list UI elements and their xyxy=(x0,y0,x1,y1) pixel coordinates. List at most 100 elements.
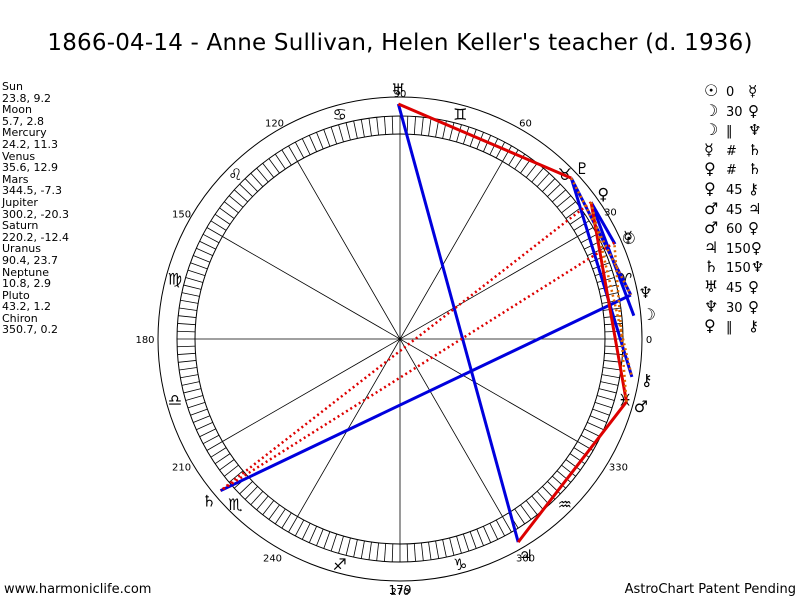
aspect-line xyxy=(219,201,592,492)
degree-tick xyxy=(323,129,331,147)
aspect-type: # xyxy=(726,163,737,179)
degree-tick xyxy=(391,543,394,562)
degree-tick xyxy=(594,401,613,409)
site-url[interactable]: www.harmoniclife.com xyxy=(4,582,152,597)
aspect-type: 45 xyxy=(726,182,743,198)
degree-label: 90 xyxy=(394,89,407,100)
degree-tick xyxy=(406,543,409,562)
degree-tick xyxy=(206,441,223,451)
degree-tick xyxy=(384,116,387,135)
planet-value: 43.2, 1.2 xyxy=(2,300,51,314)
degree-tick xyxy=(428,541,432,560)
degree-tick xyxy=(600,292,619,297)
degree-tick xyxy=(353,120,358,139)
degree-tick xyxy=(596,395,615,401)
degree-tick xyxy=(234,189,248,203)
planet-glyph-icon: ⚷ xyxy=(641,370,653,389)
zodiac-sign-icon: ♏ xyxy=(228,495,242,514)
planet-glyph: ♀ xyxy=(704,316,716,336)
aspect-row: ☽ 30 ♀ xyxy=(704,101,764,121)
degree-tick xyxy=(536,173,550,187)
aspect-row: ☽ ‖ ♆ xyxy=(704,120,764,140)
degree-tick xyxy=(268,504,280,520)
degree-tick xyxy=(181,292,200,297)
planet-glyph-icon: ♄ xyxy=(202,491,216,510)
planet-name: Pluto xyxy=(2,288,30,302)
planet-name: Mercury xyxy=(2,126,47,140)
degree-tick xyxy=(180,374,199,379)
planet-name: Venus xyxy=(2,149,36,163)
aspect-type: 150 xyxy=(726,261,751,277)
degree-tick xyxy=(179,307,198,311)
degree-tick xyxy=(178,315,197,318)
planet-glyph-icon: ☉ xyxy=(622,229,636,248)
degree-label: 330 xyxy=(609,463,628,474)
zodiac-sign-icon: ♐ xyxy=(333,555,347,574)
planet-value: 300.2, -20.3 xyxy=(2,207,69,221)
aspect-line xyxy=(517,400,628,544)
planet-value: 90.4, 23.7 xyxy=(2,253,58,267)
degree-label: 30 xyxy=(604,208,617,219)
planet-glyph: ♀ xyxy=(704,159,716,179)
planet-name: Chiron xyxy=(2,311,38,325)
degree-tick xyxy=(502,516,512,533)
degree-tick xyxy=(187,401,206,409)
aspect-line xyxy=(613,242,628,402)
aspect-type: ‖ xyxy=(726,320,733,336)
degree-tick xyxy=(376,117,379,136)
degree-tick xyxy=(274,153,286,170)
degree-tick xyxy=(250,173,264,187)
degree-tick xyxy=(565,207,581,219)
aspect-line xyxy=(569,177,634,378)
planet-value: 24.2, 11.3 xyxy=(2,137,58,151)
degree-tick xyxy=(193,255,211,263)
degree-label: 60 xyxy=(519,119,532,130)
planet-glyph-icon: ♂ xyxy=(634,397,648,416)
degree-tick xyxy=(196,247,213,256)
degree-tick xyxy=(489,138,499,155)
degree-tick xyxy=(360,540,365,559)
planet-glyph: ♀ xyxy=(750,238,762,257)
degree-tick xyxy=(413,543,416,562)
degree-tick xyxy=(531,495,544,511)
aspect-row: ♂ 60 ♀ xyxy=(704,218,764,238)
aspect-row: ♆ 30 ♀ xyxy=(704,297,764,317)
aspect-row: ♂ 45 ♃ xyxy=(704,199,764,219)
degree-tick xyxy=(456,535,462,554)
degree-tick xyxy=(202,233,220,244)
division-spoke xyxy=(222,236,578,442)
degree-tick xyxy=(556,470,572,483)
degree-tick xyxy=(183,388,202,394)
degree-label: 180 xyxy=(135,335,154,346)
degree-tick xyxy=(256,167,269,183)
degree-tick xyxy=(601,374,620,379)
degree-tick xyxy=(244,178,258,192)
degree-tick xyxy=(495,519,506,537)
degree-tick xyxy=(177,352,196,355)
planet-glyph: ☽ xyxy=(704,120,719,140)
aspect-type: # xyxy=(726,143,737,159)
degree-tick xyxy=(288,516,298,533)
degree-label: 270 xyxy=(390,587,409,598)
degree-tick xyxy=(489,523,499,540)
degree-tick xyxy=(268,158,280,174)
aspect-row: ☉ 0 ☿ xyxy=(704,81,764,101)
patent-note: AstroChart Patent Pending xyxy=(624,582,796,597)
aspect-row: ♃ 150♀ xyxy=(704,238,764,258)
degree-tick xyxy=(316,528,324,546)
planet-glyph-icon: ☿ xyxy=(623,228,633,247)
aspect-type: 0 xyxy=(726,85,735,100)
planet-position-list: Sun 23.8, 9.2 Moon 5.7, 2.8 Mercury 24.2, 11.… xyxy=(2,81,69,336)
degree-tick xyxy=(345,537,351,556)
degree-tick xyxy=(185,277,204,283)
planet-glyph: ♆ xyxy=(748,121,762,140)
degree-tick xyxy=(525,500,538,515)
degree-tick xyxy=(214,213,231,225)
planet-value: 220.2, -12.4 xyxy=(2,230,69,244)
planet-glyph: ♀ xyxy=(748,277,759,296)
degree-tick xyxy=(449,537,455,556)
degree-tick xyxy=(569,453,586,465)
degree-tick xyxy=(202,434,220,445)
degree-tick xyxy=(281,512,292,529)
